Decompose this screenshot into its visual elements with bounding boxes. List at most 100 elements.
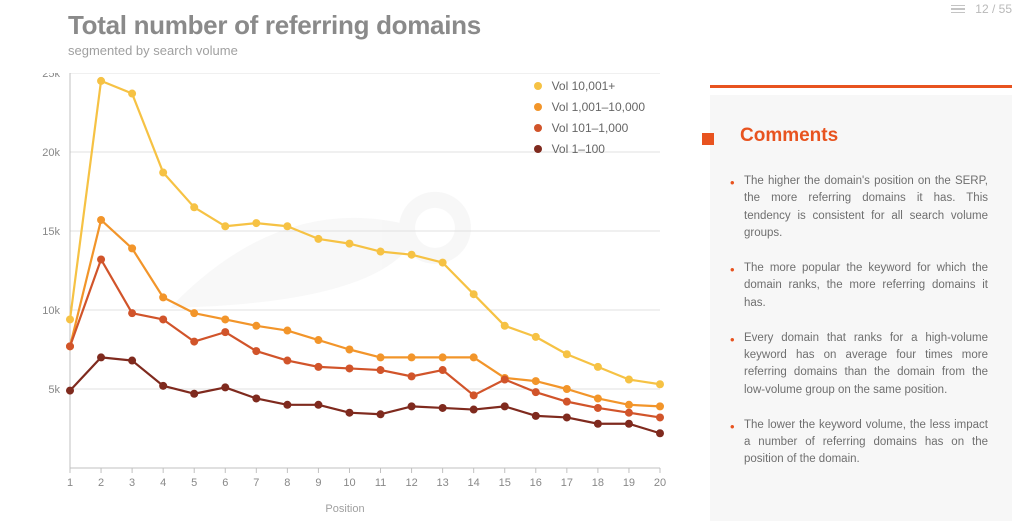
svg-text:9: 9 bbox=[315, 477, 321, 489]
series-marker bbox=[470, 406, 478, 414]
svg-text:8: 8 bbox=[284, 477, 290, 489]
series-marker bbox=[377, 353, 385, 361]
series-marker bbox=[377, 248, 385, 256]
series-marker bbox=[221, 328, 229, 336]
series-marker bbox=[345, 240, 353, 248]
series-marker bbox=[283, 327, 291, 335]
series-marker bbox=[501, 402, 509, 410]
svg-text:5: 5 bbox=[191, 477, 197, 489]
series-marker bbox=[97, 255, 105, 263]
svg-text:20: 20 bbox=[654, 477, 666, 489]
series-marker bbox=[408, 251, 416, 259]
series-marker bbox=[221, 222, 229, 230]
series-marker bbox=[314, 235, 322, 243]
svg-text:4: 4 bbox=[160, 477, 166, 489]
series-marker bbox=[625, 409, 633, 417]
series-marker bbox=[656, 380, 664, 388]
series-marker bbox=[656, 413, 664, 421]
series-marker bbox=[501, 376, 509, 384]
series-marker bbox=[532, 377, 540, 385]
series-marker bbox=[97, 77, 105, 85]
series-marker bbox=[656, 429, 664, 437]
series-marker bbox=[377, 410, 385, 418]
series-marker bbox=[128, 357, 136, 365]
chart-panel: Total number of referring domains segmen… bbox=[0, 0, 710, 521]
series-marker bbox=[190, 203, 198, 211]
series-marker bbox=[470, 353, 478, 361]
svg-text:12: 12 bbox=[405, 477, 417, 489]
series-marker bbox=[314, 401, 322, 409]
series-marker bbox=[128, 90, 136, 98]
series-marker bbox=[345, 364, 353, 372]
sidebar: 12 / 55 Comments The higher the domain's… bbox=[710, 0, 1024, 521]
series-line bbox=[70, 259, 660, 417]
svg-text:18: 18 bbox=[592, 477, 604, 489]
series-marker bbox=[66, 315, 74, 323]
comment-item: Every domain that ranks for a high-volum… bbox=[744, 330, 988, 399]
series-marker bbox=[408, 353, 416, 361]
series-marker bbox=[221, 383, 229, 391]
series-marker bbox=[190, 309, 198, 317]
legend-item: Vol 10,001+ bbox=[534, 79, 645, 93]
x-axis-title: Position bbox=[325, 503, 364, 515]
series-marker bbox=[283, 222, 291, 230]
series-marker bbox=[408, 402, 416, 410]
svg-text:10: 10 bbox=[343, 477, 355, 489]
watermark-icon bbox=[170, 192, 471, 308]
comments-panel: Comments The higher the domain's positio… bbox=[710, 95, 1012, 521]
series-marker bbox=[594, 363, 602, 371]
series-marker bbox=[532, 412, 540, 420]
title-block: Total number of referring domains segmen… bbox=[0, 10, 710, 58]
legend-label: Vol 101–1,000 bbox=[552, 121, 629, 135]
legend-item: Vol 101–1,000 bbox=[534, 121, 645, 135]
page-subtitle: segmented by search volume bbox=[68, 43, 710, 58]
series-marker bbox=[594, 420, 602, 428]
series-marker bbox=[159, 315, 167, 323]
page-title: Total number of referring domains bbox=[68, 10, 710, 41]
svg-text:25k: 25k bbox=[42, 73, 60, 80]
series-marker bbox=[283, 401, 291, 409]
svg-text:3: 3 bbox=[129, 477, 135, 489]
legend-dot-icon bbox=[534, 82, 542, 90]
menu-icon[interactable] bbox=[951, 5, 965, 14]
comment-item: The more popular the keyword for which t… bbox=[744, 260, 988, 312]
series-marker bbox=[563, 350, 571, 358]
series-marker bbox=[159, 293, 167, 301]
comments-list: The higher the domain's position on the … bbox=[744, 173, 988, 469]
series-marker bbox=[594, 394, 602, 402]
legend-label: Vol 1–100 bbox=[552, 142, 605, 156]
chart-legend: Vol 10,001+ Vol 1,001–10,000 Vol 101–1,000… bbox=[534, 79, 645, 163]
svg-text:2: 2 bbox=[98, 477, 104, 489]
svg-text:15: 15 bbox=[499, 477, 511, 489]
series-marker bbox=[314, 336, 322, 344]
series-marker bbox=[656, 402, 664, 410]
series-marker bbox=[625, 401, 633, 409]
series-marker bbox=[345, 409, 353, 417]
series-marker bbox=[252, 394, 260, 402]
svg-text:6: 6 bbox=[222, 477, 228, 489]
svg-text:16: 16 bbox=[530, 477, 542, 489]
series-marker bbox=[252, 347, 260, 355]
series-marker bbox=[439, 366, 447, 374]
series-marker bbox=[128, 309, 136, 317]
svg-text:1: 1 bbox=[67, 477, 73, 489]
series-marker bbox=[66, 387, 74, 395]
series-marker bbox=[190, 338, 198, 346]
series-marker bbox=[190, 390, 198, 398]
series-marker bbox=[439, 353, 447, 361]
legend-label: Vol 1,001–10,000 bbox=[552, 100, 645, 114]
svg-text:11: 11 bbox=[375, 477, 386, 489]
series-marker bbox=[408, 372, 416, 380]
svg-text:10k: 10k bbox=[42, 305, 60, 317]
svg-text:14: 14 bbox=[468, 477, 480, 489]
legend-dot-icon bbox=[534, 124, 542, 132]
series-marker bbox=[625, 376, 633, 384]
svg-text:19: 19 bbox=[623, 477, 635, 489]
series-marker bbox=[563, 398, 571, 406]
accent-bar bbox=[710, 85, 1012, 88]
series-marker bbox=[501, 322, 509, 330]
comments-marker-icon bbox=[702, 133, 714, 145]
legend-label: Vol 10,001+ bbox=[552, 79, 616, 93]
series-marker bbox=[159, 382, 167, 390]
page-counter-text: 12 / 55 bbox=[975, 2, 1012, 16]
